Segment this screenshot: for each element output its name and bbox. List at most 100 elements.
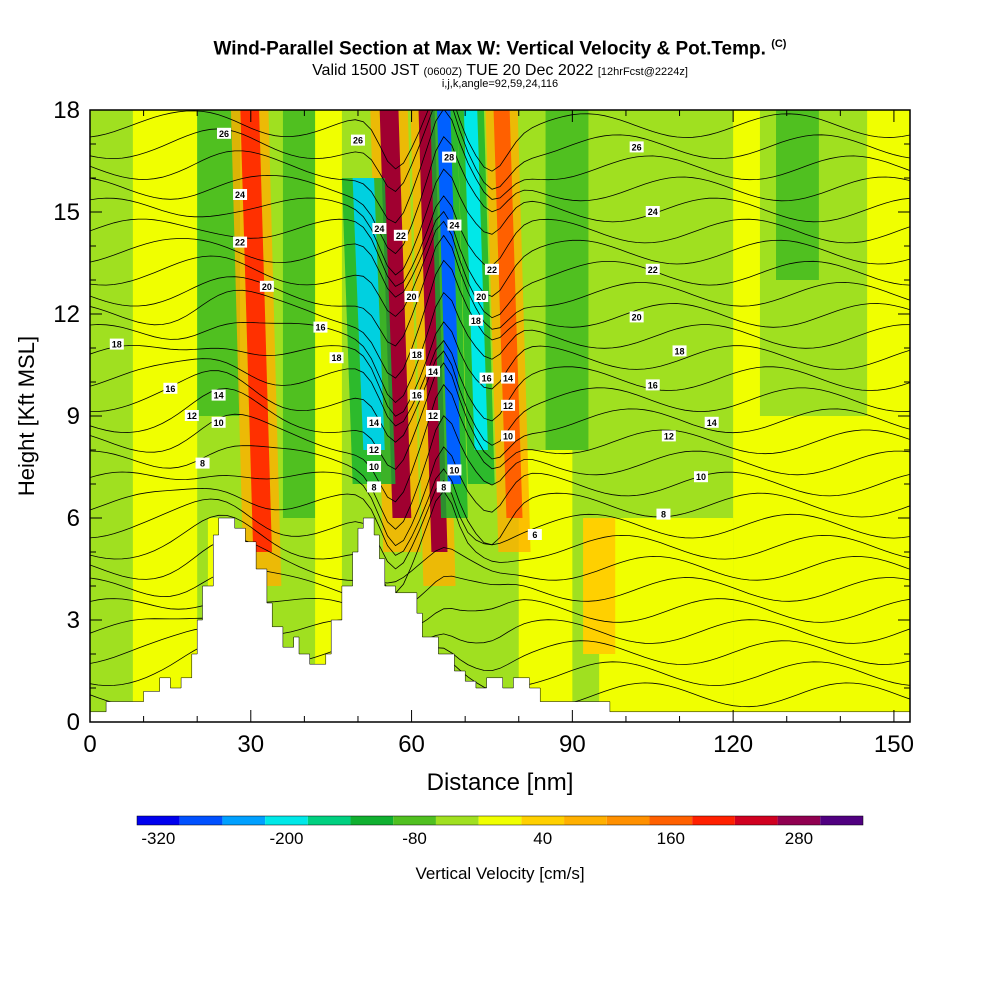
theta-label-text: 20 xyxy=(476,292,486,302)
theta-label-bg xyxy=(672,345,687,357)
colorbar-tick-label: 280 xyxy=(785,829,813,848)
theta-label-bg xyxy=(527,529,542,540)
colorbar-segment xyxy=(137,816,180,825)
theta-label: 14 xyxy=(501,372,516,384)
theta-label-text: 18 xyxy=(112,340,122,350)
theta-label-text: 16 xyxy=(315,323,325,333)
theta-label-text: 10 xyxy=(696,472,706,482)
theta-label: 18 xyxy=(329,352,344,364)
theta-label: 18 xyxy=(468,314,483,326)
theta-label: 22 xyxy=(645,263,660,275)
theta-label: 12 xyxy=(367,444,382,455)
theta-label-text: 10 xyxy=(369,462,379,472)
theta-label-bg xyxy=(661,430,676,442)
y-tick-label: 18 xyxy=(53,97,80,124)
theta-label: 12 xyxy=(426,410,441,421)
theta-contour xyxy=(90,480,910,570)
colorbar-segment xyxy=(350,816,394,825)
theta-label: 26 xyxy=(216,127,231,139)
theta-label-bg xyxy=(501,399,516,411)
theta-contour xyxy=(90,362,910,470)
theta-contour xyxy=(90,468,910,556)
theta-label-text: 14 xyxy=(369,418,379,428)
theta-label-text: 28 xyxy=(444,153,454,163)
theta-label-text: 12 xyxy=(187,411,197,421)
theta-label-text: 14 xyxy=(503,374,513,384)
theta-label-bg xyxy=(233,189,248,200)
theta-label: 12 xyxy=(184,410,199,421)
theta-contour xyxy=(90,110,910,224)
theta-label-bg xyxy=(109,338,124,350)
theta-label: 20 xyxy=(404,291,419,302)
theta-label-text: 16 xyxy=(412,391,422,401)
theta-label: 22 xyxy=(484,263,499,275)
theta-contour xyxy=(90,234,910,347)
theta-label: 6 xyxy=(527,529,542,540)
theta-label: 10 xyxy=(501,430,516,442)
x-tick-label: 120 xyxy=(713,731,753,758)
theta-label-bg xyxy=(447,464,462,476)
theta-label-bg xyxy=(468,314,483,326)
theta-label-text: 18 xyxy=(675,346,685,356)
theta-label: 12 xyxy=(661,430,676,442)
theta-label-text: 12 xyxy=(428,411,438,421)
theta-label: 24 xyxy=(447,219,462,231)
theta-label-text: 26 xyxy=(219,129,229,139)
theta-label-bg xyxy=(426,410,441,421)
theta-label: 20 xyxy=(474,291,489,302)
theta-label: 12 xyxy=(501,399,516,411)
theta-label: 26 xyxy=(629,141,644,153)
theta-contour xyxy=(90,210,910,298)
theta-label-bg xyxy=(479,372,494,384)
theta-label-text: 22 xyxy=(487,265,497,275)
theta-label-text: 20 xyxy=(632,312,642,322)
colorbar-segment xyxy=(307,816,351,825)
theta-label-bg xyxy=(484,263,499,275)
theta-label-text: 24 xyxy=(374,224,384,234)
theta-label: 24 xyxy=(645,206,660,217)
theta-label-text: 16 xyxy=(165,384,175,394)
band-core xyxy=(463,110,488,450)
y-tick-label: 15 xyxy=(53,199,80,226)
theta-contour xyxy=(90,321,910,417)
theta-contour xyxy=(90,168,910,276)
band-core xyxy=(379,110,412,518)
updraft-band xyxy=(230,110,282,586)
colorbar-tick-label: -80 xyxy=(402,829,427,848)
theta-label-bg xyxy=(367,461,382,472)
theta-label-bg xyxy=(447,219,462,231)
theta-label: 14 xyxy=(367,416,382,428)
theta-contour xyxy=(90,291,910,404)
theta-label-bg xyxy=(409,348,424,360)
theta-label-text: 6 xyxy=(532,530,537,540)
x-tick-label: 30 xyxy=(237,731,264,758)
colorbar-segment xyxy=(179,816,223,825)
theta-label-text: 18 xyxy=(412,350,422,360)
theta-label-bg xyxy=(233,236,248,248)
axes: 0 30 60 90 120 150 0 3 6 9 12 15 18 xyxy=(53,97,914,758)
theta-label-bg xyxy=(329,352,344,364)
theta-label-text: 8 xyxy=(661,510,666,520)
theta-label-bg xyxy=(350,134,365,146)
theta-label-bg xyxy=(409,389,424,401)
theta-label-text: 10 xyxy=(449,465,459,475)
theta-label: 8 xyxy=(195,457,210,469)
theta-label-bg xyxy=(656,508,671,520)
theta-contour xyxy=(90,490,910,594)
theta-contour xyxy=(90,384,910,503)
colorbar: -320 -200 -80 40 160 280 xyxy=(136,815,864,848)
colorbar-segment xyxy=(777,816,821,825)
theta-label-bg xyxy=(704,416,719,428)
theta-label-bg xyxy=(645,206,660,217)
theta-label-text: 20 xyxy=(407,292,417,302)
colorbar-frame xyxy=(136,815,864,826)
theta-label-text: 20 xyxy=(262,282,272,292)
theta-label-text: 22 xyxy=(648,265,658,275)
theta-label-bg xyxy=(372,223,387,234)
theta-contour xyxy=(90,220,910,319)
y-axis-label: Height [Kft MSL] xyxy=(14,336,39,496)
theta-label: 20 xyxy=(259,280,274,292)
theta-label: 16 xyxy=(313,321,328,333)
theta-label-bg xyxy=(629,141,644,153)
x-tick-label: 90 xyxy=(559,731,586,758)
